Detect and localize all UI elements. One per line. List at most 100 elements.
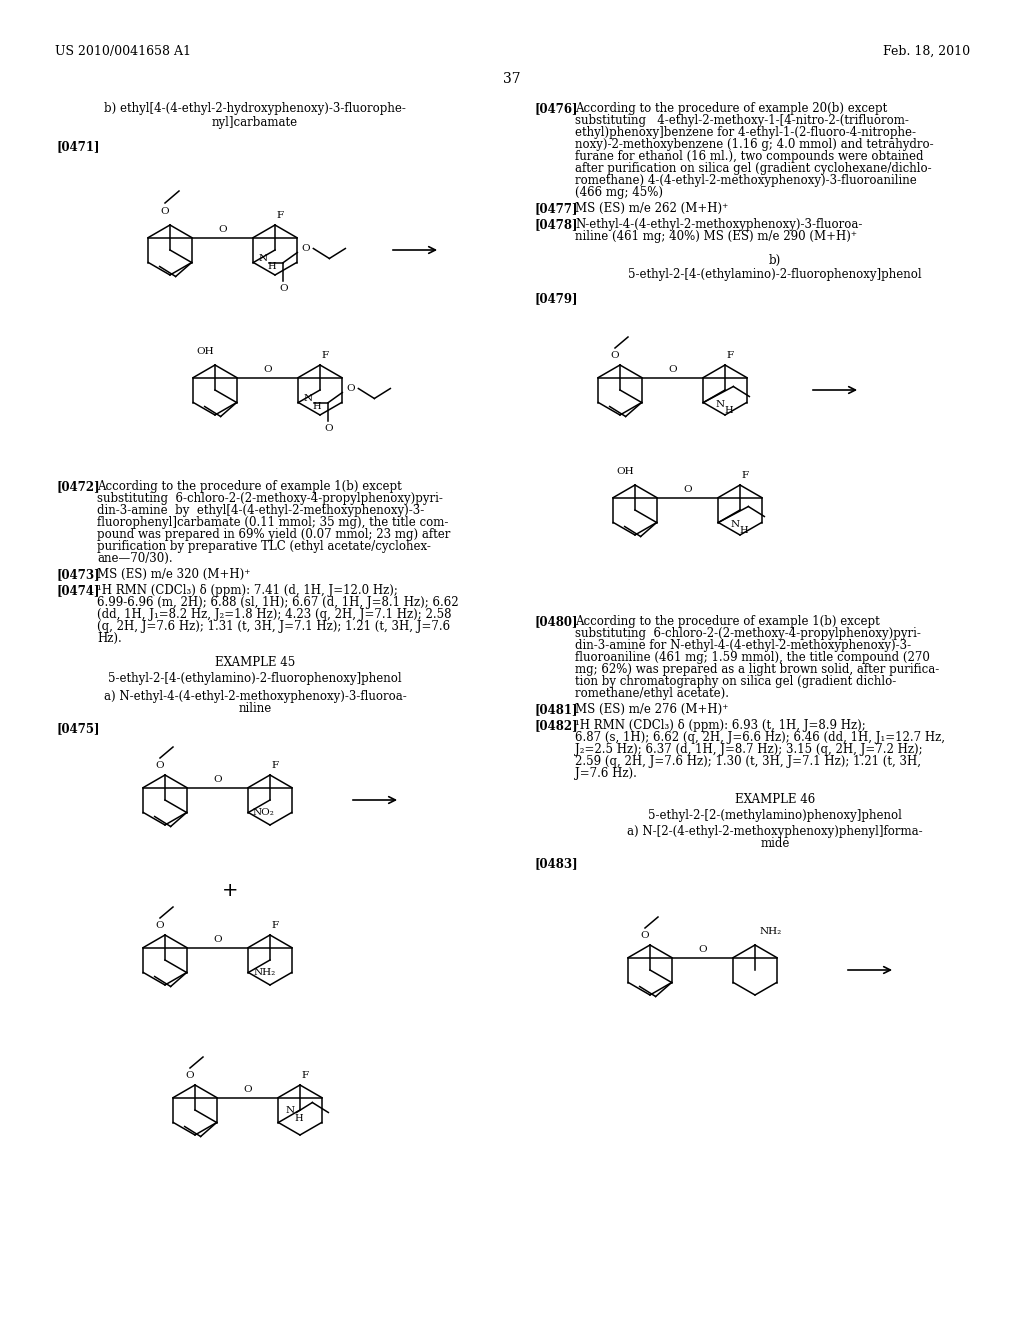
Text: 5-ethyl-2-[4-(ethylamino)-2-fluorophenoxy]phenol: 5-ethyl-2-[4-(ethylamino)-2-fluorophenox…: [628, 268, 922, 281]
Text: fluorophenyl]carbamate (0.11 mmol; 35 mg), the title com-: fluorophenyl]carbamate (0.11 mmol; 35 mg…: [97, 516, 449, 529]
Text: NO₂: NO₂: [252, 808, 274, 817]
Text: (q, 2H, J=7.6 Hz); 1.31 (t, 3H, J=7.1 Hz); 1.21 (t, 3H, J=7.6: (q, 2H, J=7.6 Hz); 1.31 (t, 3H, J=7.1 Hz…: [97, 620, 451, 634]
Text: substituting   4-ethyl-2-methoxy-1-[4-nitro-2-(trifluorom-: substituting 4-ethyl-2-methoxy-1-[4-nitr…: [575, 114, 909, 127]
Text: According to the procedure of example 20(b) except: According to the procedure of example 20…: [575, 102, 887, 115]
Text: nyl]carbamate: nyl]carbamate: [212, 116, 298, 129]
Text: N: N: [304, 393, 313, 403]
Text: mg; 62%) was prepared as a light brown solid, after purifica-: mg; 62%) was prepared as a light brown s…: [575, 663, 939, 676]
Text: N: N: [286, 1106, 295, 1115]
Text: J=7.6 Hz).: J=7.6 Hz).: [575, 767, 637, 780]
Text: [0480]: [0480]: [535, 615, 579, 628]
Text: after purification on silica gel (gradient cyclohexane/dichlo-: after purification on silica gel (gradie…: [575, 162, 932, 176]
Text: 37: 37: [503, 73, 521, 86]
Text: O: O: [161, 206, 169, 215]
Text: ¹H RMN (CDCl₃) δ (ppm): 6.93 (t, 1H, J=8.9 Hz);: ¹H RMN (CDCl₃) δ (ppm): 6.93 (t, 1H, J=8…: [575, 719, 865, 733]
Text: 5-ethyl-2-[4-(ethylamino)-2-fluorophenoxy]phenol: 5-ethyl-2-[4-(ethylamino)-2-fluorophenox…: [109, 672, 401, 685]
Text: [0477]: [0477]: [535, 202, 579, 215]
Text: Feb. 18, 2010: Feb. 18, 2010: [883, 45, 970, 58]
Text: O: O: [683, 484, 692, 494]
Text: substituting  6-chloro-2-(2-methoxy-4-propylphenoxy)pyri-: substituting 6-chloro-2-(2-methoxy-4-pro…: [97, 492, 442, 506]
Text: O: O: [301, 244, 309, 253]
Text: romethane) 4-(4-ethyl-2-methoxyphenoxy)-3-fluoroaniline: romethane) 4-(4-ethyl-2-methoxyphenoxy)-…: [575, 174, 916, 187]
Text: N: N: [716, 400, 725, 409]
Text: ethyl)phenoxy]benzene for 4-ethyl-1-(2-fluoro-4-nitrophe-: ethyl)phenoxy]benzene for 4-ethyl-1-(2-f…: [575, 125, 916, 139]
Text: MS (ES) m/e 262 (M+H)⁺: MS (ES) m/e 262 (M+H)⁺: [575, 202, 728, 215]
Text: din-3-amine for N-ethyl-4-(4-ethyl-2-methoxyphenoxy)-3-: din-3-amine for N-ethyl-4-(4-ethyl-2-met…: [575, 639, 911, 652]
Text: din-3-amine  by  ethyl[4-(4-ethyl-2-methoxyphenoxy)-3-: din-3-amine by ethyl[4-(4-ethyl-2-methox…: [97, 504, 424, 517]
Text: romethane/ethyl acetate).: romethane/ethyl acetate).: [575, 686, 729, 700]
Text: F: F: [271, 760, 279, 770]
Text: H: H: [267, 261, 275, 271]
Text: noxy)-2-methoxybenzene (1.16 g; 4.0 mmol) and tetrahydro-: noxy)-2-methoxybenzene (1.16 g; 4.0 mmol…: [575, 139, 934, 150]
Text: According to the procedure of example 1(b) except: According to the procedure of example 1(…: [575, 615, 880, 628]
Text: [0482]: [0482]: [535, 719, 579, 733]
Text: mide: mide: [760, 837, 790, 850]
Text: (466 mg; 45%): (466 mg; 45%): [575, 186, 663, 199]
Text: EXAMPLE 46: EXAMPLE 46: [735, 793, 815, 807]
Text: O: O: [279, 284, 288, 293]
Text: [0478]: [0478]: [535, 218, 579, 231]
Text: a) N-[2-(4-ethyl-2-methoxyphenoxy)phenyl]forma-: a) N-[2-(4-ethyl-2-methoxyphenoxy)phenyl…: [627, 825, 923, 838]
Text: N: N: [731, 520, 740, 529]
Text: +: +: [222, 880, 239, 899]
Text: b): b): [769, 253, 781, 267]
Text: [0479]: [0479]: [535, 292, 579, 305]
Text: OH: OH: [197, 346, 214, 355]
Text: H: H: [294, 1114, 303, 1123]
Text: niline (461 mg; 40%) MS (ES) m/e 290 (M+H)⁺: niline (461 mg; 40%) MS (ES) m/e 290 (M+…: [575, 230, 857, 243]
Text: pound was prepared in 69% yield (0.07 mmol; 23 mg) after: pound was prepared in 69% yield (0.07 mm…: [97, 528, 451, 541]
Text: O: O: [263, 366, 271, 374]
Text: F: F: [322, 351, 329, 359]
Text: 6.99-6.96 (m, 2H); 6.88 (sl, 1H); 6.67 (d, 1H, J=8.1 Hz); 6.62: 6.99-6.96 (m, 2H); 6.88 (sl, 1H); 6.67 (…: [97, 597, 459, 609]
Text: US 2010/0041658 A1: US 2010/0041658 A1: [55, 45, 191, 58]
Text: H: H: [312, 403, 321, 411]
Text: O: O: [218, 224, 226, 234]
Text: O: O: [346, 384, 354, 393]
Text: [0483]: [0483]: [535, 857, 579, 870]
Text: 5-ethyl-2-[2-(methylamino)phenoxy]phenol: 5-ethyl-2-[2-(methylamino)phenoxy]phenol: [648, 809, 902, 822]
Text: [0476]: [0476]: [535, 102, 579, 115]
Text: N: N: [259, 253, 268, 263]
Text: O: O: [185, 1071, 195, 1080]
Text: fluoroaniline (461 mg; 1.59 mmol), the title compound (270: fluoroaniline (461 mg; 1.59 mmol), the t…: [575, 651, 930, 664]
Text: MS (ES) m/e 320 (M+H)⁺: MS (ES) m/e 320 (M+H)⁺: [97, 568, 251, 581]
Text: (dd, 1H, J₁=8.2 Hz, J₂=1.8 Hz); 4.23 (q, 2H, J=7.1 Hz); 2.58: (dd, 1H, J₁=8.2 Hz, J₂=1.8 Hz); 4.23 (q,…: [97, 609, 452, 620]
Text: substituting  6-chloro-2-(2-methoxy-4-propylphenoxy)pyri-: substituting 6-chloro-2-(2-methoxy-4-pro…: [575, 627, 921, 640]
Text: According to the procedure of example 1(b) except: According to the procedure of example 1(…: [97, 480, 401, 492]
Text: tion by chromatography on silica gel (gradient dichlo-: tion by chromatography on silica gel (gr…: [575, 675, 896, 688]
Text: N-ethyl-4-(4-ethyl-2-methoxyphenoxy)-3-fluoroa-: N-ethyl-4-(4-ethyl-2-methoxyphenoxy)-3-f…: [575, 218, 862, 231]
Text: O: O: [669, 366, 677, 374]
Text: NH₂: NH₂: [760, 927, 782, 936]
Text: O: O: [610, 351, 620, 359]
Text: 6.87 (s, 1H); 6.62 (q, 2H, J=6.6 Hz); 6.46 (dd, 1H, J₁=12.7 Hz,: 6.87 (s, 1H); 6.62 (q, 2H, J=6.6 Hz); 6.…: [575, 731, 945, 744]
Text: furane for ethanol (16 ml.), two compounds were obtained: furane for ethanol (16 ml.), two compoun…: [575, 150, 924, 162]
Text: O: O: [243, 1085, 252, 1094]
Text: J₂=2.5 Hz); 6.37 (d, 1H, J=8.7 Hz); 3.15 (q, 2H, J=7.2 Hz);: J₂=2.5 Hz); 6.37 (d, 1H, J=8.7 Hz); 3.15…: [575, 743, 923, 756]
Text: F: F: [271, 920, 279, 929]
Text: O: O: [156, 760, 164, 770]
Text: O: O: [156, 920, 164, 929]
Text: MS (ES) m/e 276 (M+H)⁺: MS (ES) m/e 276 (M+H)⁺: [575, 704, 728, 715]
Text: a) N-ethyl-4-(4-ethyl-2-methoxyphenoxy)-3-fluoroa-: a) N-ethyl-4-(4-ethyl-2-methoxyphenoxy)-…: [103, 690, 407, 704]
Text: H: H: [739, 525, 748, 535]
Text: F: F: [726, 351, 733, 359]
Text: ¹H RMN (CDCl₃) δ (ppm): 7.41 (d, 1H, J=12.0 Hz);: ¹H RMN (CDCl₃) δ (ppm): 7.41 (d, 1H, J=1…: [97, 583, 398, 597]
Text: Hz).: Hz).: [97, 632, 122, 645]
Text: 2.59 (q, 2H, J=7.6 Hz); 1.30 (t, 3H, J=7.1 Hz); 1.21 (t, 3H,: 2.59 (q, 2H, J=7.6 Hz); 1.30 (t, 3H, J=7…: [575, 755, 921, 768]
Text: [0481]: [0481]: [535, 704, 579, 715]
Text: OH: OH: [616, 466, 634, 475]
Text: NH₂: NH₂: [253, 968, 275, 977]
Text: O: O: [213, 935, 222, 944]
Text: F: F: [276, 210, 284, 219]
Text: [0474]: [0474]: [57, 583, 100, 597]
Text: O: O: [324, 424, 333, 433]
Text: b) ethyl[4-(4-ethyl-2-hydroxyphenoxy)-3-fluorophe-: b) ethyl[4-(4-ethyl-2-hydroxyphenoxy)-3-…: [104, 102, 406, 115]
Text: O: O: [641, 931, 649, 940]
Text: F: F: [301, 1071, 308, 1080]
Text: [0473]: [0473]: [57, 568, 100, 581]
Text: [0471]: [0471]: [57, 140, 100, 153]
Text: H: H: [724, 407, 732, 414]
Text: [0475]: [0475]: [57, 722, 100, 735]
Text: EXAMPLE 45: EXAMPLE 45: [215, 656, 295, 669]
Text: [0472]: [0472]: [57, 480, 100, 492]
